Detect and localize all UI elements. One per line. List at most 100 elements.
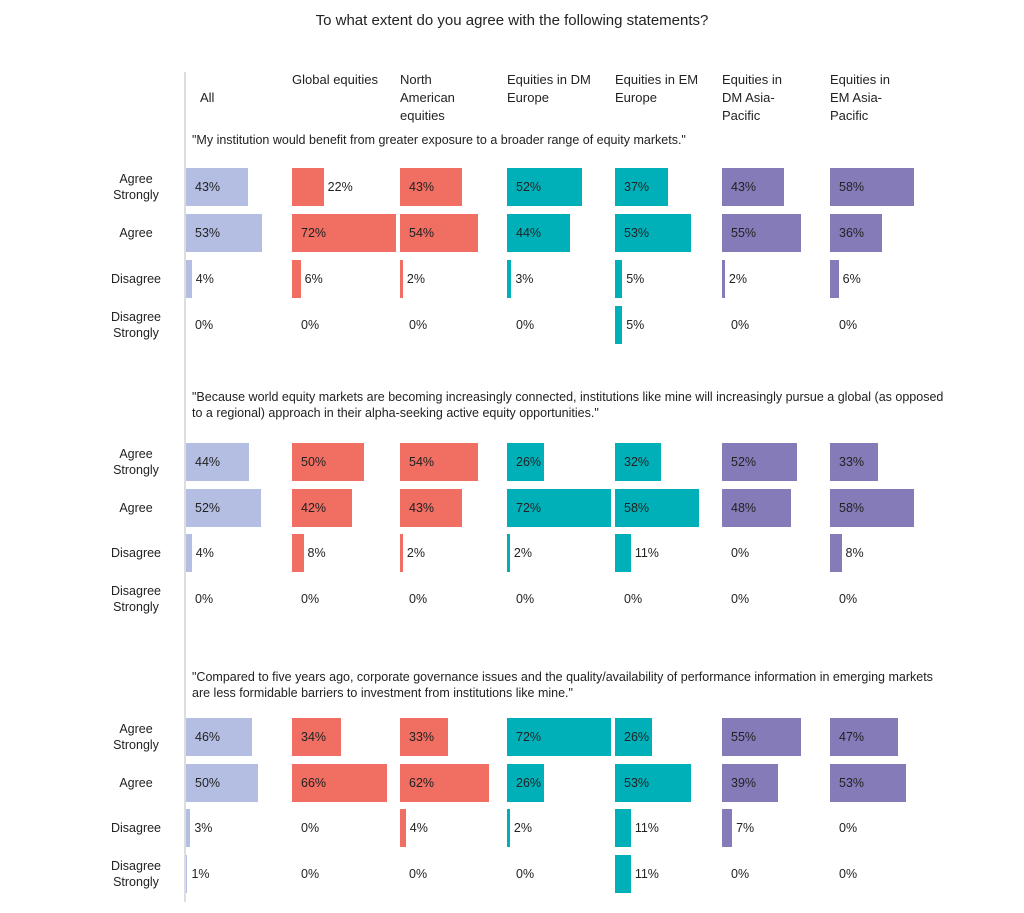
data-label: 34% [301, 730, 327, 744]
data-label: 37% [624, 180, 650, 194]
bar [186, 809, 191, 847]
row-label: Agree [119, 501, 153, 515]
data-label: 55% [731, 226, 757, 240]
data-label: 52% [516, 180, 542, 194]
data-label: 2% [513, 821, 532, 835]
data-label: 3% [194, 821, 213, 835]
bar [400, 534, 403, 572]
bar [186, 168, 248, 206]
data-label: 26% [516, 776, 542, 790]
column-header: Equities in EM Asia-Pacific [830, 72, 890, 123]
bar [722, 443, 797, 481]
data-label: 2% [513, 546, 532, 560]
data-label: 46% [195, 730, 221, 744]
bar [507, 443, 545, 481]
column-header: Equities in EM Europe [615, 72, 699, 105]
data-label: 66% [301, 776, 327, 790]
data-label: 36% [839, 226, 865, 240]
data-label: 43% [195, 180, 221, 194]
data-label: 0% [731, 318, 750, 332]
data-label: 50% [195, 776, 221, 790]
data-label: 11% [634, 546, 659, 560]
row-label: Disagree [110, 546, 162, 560]
data-label: 0% [731, 867, 750, 881]
data-label: 54% [409, 226, 435, 240]
data-label: 0% [195, 318, 214, 332]
bar [186, 260, 192, 298]
data-label: 48% [731, 501, 757, 515]
data-label: 1% [191, 867, 210, 881]
bar [722, 214, 802, 252]
data-label: 8% [307, 546, 326, 560]
bar [615, 489, 699, 527]
bar [615, 168, 669, 206]
data-label: 44% [195, 455, 221, 469]
data-label: 47% [839, 730, 865, 744]
data-label: 53% [624, 226, 650, 240]
bar [507, 534, 510, 572]
bar [830, 764, 907, 802]
data-label: 72% [516, 730, 542, 744]
data-label: 0% [301, 867, 320, 881]
bar [400, 809, 406, 847]
bar [400, 764, 490, 802]
statement: "Because world equity markets are becomi… [192, 390, 944, 420]
data-label: 4% [195, 546, 214, 560]
data-label: 33% [839, 455, 865, 469]
bar [615, 260, 623, 298]
bar [186, 855, 188, 893]
data-label: 2% [728, 272, 747, 286]
bar [400, 168, 462, 206]
data-label: 11% [634, 867, 659, 881]
data-label: 0% [839, 592, 858, 606]
data-label: 0% [409, 318, 428, 332]
data-label: 0% [301, 318, 320, 332]
row-label: Agree Strongly [113, 722, 159, 752]
data-label: 53% [195, 226, 221, 240]
bar [507, 214, 571, 252]
data-label: 0% [731, 592, 750, 606]
bar [830, 718, 898, 756]
data-label: 0% [839, 318, 858, 332]
data-label: 62% [409, 776, 435, 790]
bar [830, 443, 878, 481]
data-label: 0% [516, 867, 535, 881]
row-label: Agree [119, 776, 153, 790]
data-label: 6% [842, 272, 861, 286]
bar [507, 260, 512, 298]
row-label: Agree Strongly [113, 447, 159, 477]
chart-title: To what extent do you agree with the fol… [315, 12, 709, 29]
bar [615, 306, 623, 344]
data-label: 26% [516, 455, 542, 469]
column-header: Global equities [292, 72, 378, 87]
bar [615, 764, 692, 802]
bar [292, 260, 301, 298]
bar [292, 214, 396, 252]
bar [400, 718, 448, 756]
bar [186, 214, 263, 252]
data-label: 6% [304, 272, 323, 286]
data-label: 44% [516, 226, 542, 240]
bar [186, 489, 261, 527]
row-label: Disagree [110, 821, 162, 835]
bar [615, 718, 653, 756]
bar [615, 443, 662, 481]
bar [722, 168, 784, 206]
data-label: 0% [839, 821, 858, 835]
bar [292, 718, 341, 756]
bar [507, 809, 510, 847]
data-label: 4% [409, 821, 428, 835]
bar [615, 809, 631, 847]
bar [292, 443, 364, 481]
data-label: 72% [301, 226, 327, 240]
bar [292, 168, 324, 206]
data-label: 4% [195, 272, 214, 286]
data-label: 22% [327, 180, 353, 194]
bar [292, 764, 388, 802]
data-label: 0% [301, 592, 320, 606]
data-label: 54% [409, 455, 435, 469]
data-label: 5% [626, 272, 645, 286]
data-label: 53% [839, 776, 865, 790]
bar [722, 260, 725, 298]
